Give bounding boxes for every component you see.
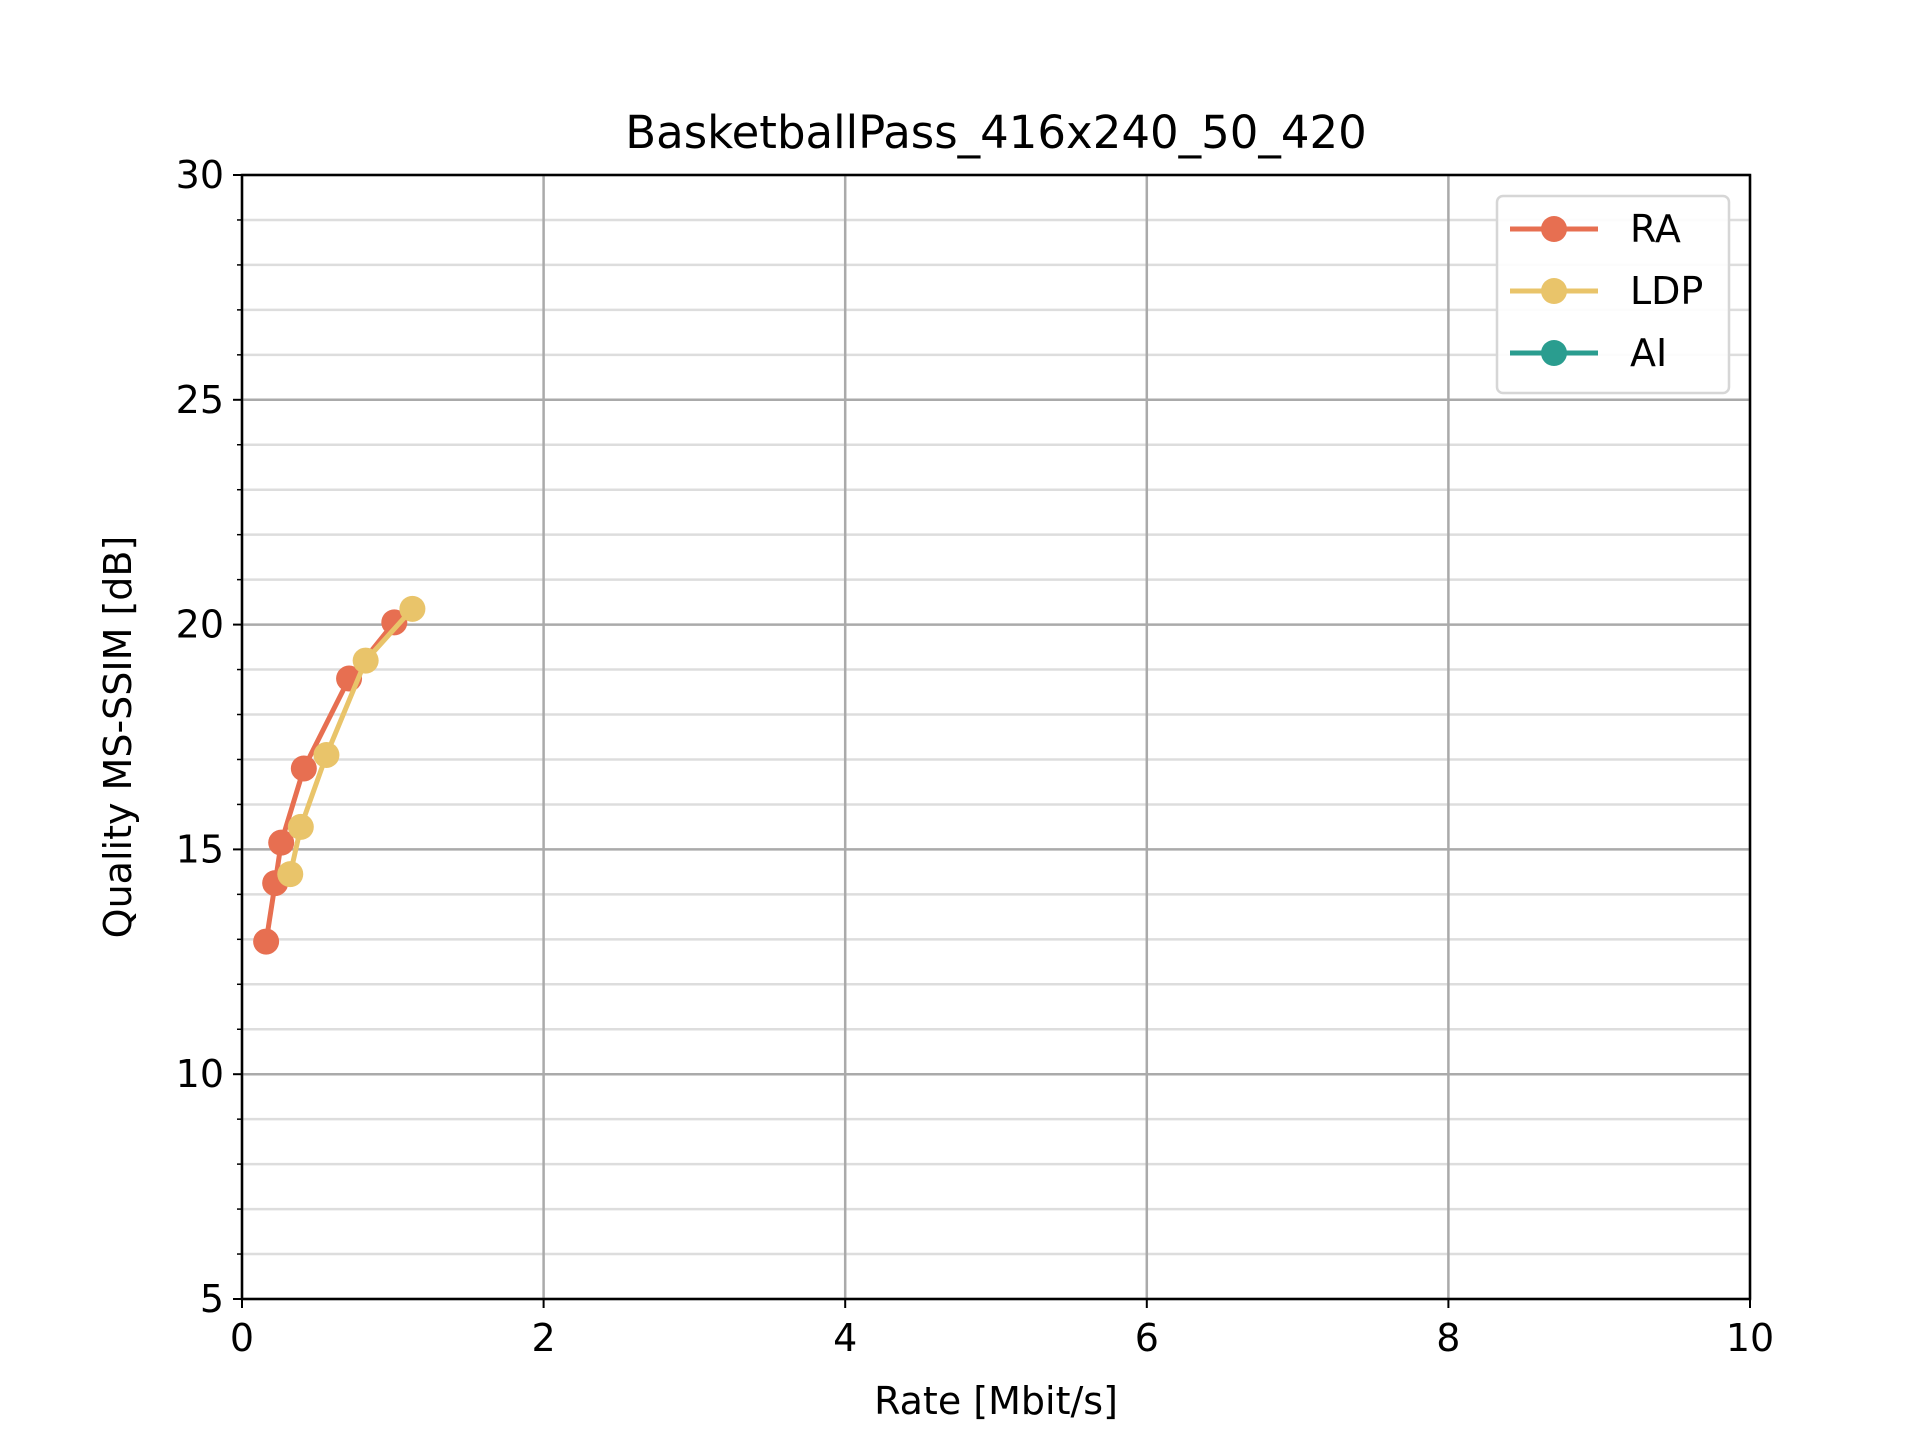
x-tick-label: 2 xyxy=(532,1316,556,1360)
y-tick-label: 20 xyxy=(176,603,224,647)
x-tick-label: 4 xyxy=(833,1316,857,1360)
y-tick-label: 25 xyxy=(176,378,224,422)
data-point-ra xyxy=(253,928,280,955)
data-point-ldp xyxy=(287,813,314,840)
data-point-ra xyxy=(268,829,295,856)
data-point-ldp xyxy=(313,741,340,768)
y-tick-label: 10 xyxy=(176,1052,224,1096)
data-point-ldp xyxy=(277,861,304,888)
legend: RA LDP AI xyxy=(1495,194,1731,395)
legend-marker-ldp xyxy=(1541,278,1567,304)
y-axis-label: Quality MS-SSIM [dB] xyxy=(96,536,140,939)
y-tick-label: 5 xyxy=(200,1277,224,1321)
y-tick-label: 15 xyxy=(176,827,224,871)
chart-title: BasketballPass_416x240_50_420 xyxy=(625,106,1366,159)
axis-ticks: 5 10 15 20 25 30 0 2 4 6 8 10 xyxy=(176,153,1775,1360)
data-point-ldp xyxy=(352,647,379,674)
data-point-ldp xyxy=(399,595,426,622)
x-tick-label: 0 xyxy=(230,1316,254,1360)
plot-frame xyxy=(240,173,1752,1301)
data-point-ra xyxy=(381,609,408,636)
y-tick-label: 30 xyxy=(176,153,224,197)
series-layer xyxy=(253,595,426,955)
x-tick-label: 8 xyxy=(1436,1316,1460,1360)
x-axis-label: Rate [Mbit/s] xyxy=(874,1379,1118,1423)
legend-label-ai: AI xyxy=(1630,331,1667,375)
x-tick-label: 10 xyxy=(1726,1316,1774,1360)
data-point-ra xyxy=(290,755,317,782)
x-tick-label: 6 xyxy=(1135,1316,1159,1360)
legend-label-ra: RA xyxy=(1630,207,1681,251)
legend-label-ldp: LDP xyxy=(1630,269,1703,313)
legend-marker-ai xyxy=(1541,340,1567,366)
legend-marker-ra xyxy=(1541,216,1567,242)
